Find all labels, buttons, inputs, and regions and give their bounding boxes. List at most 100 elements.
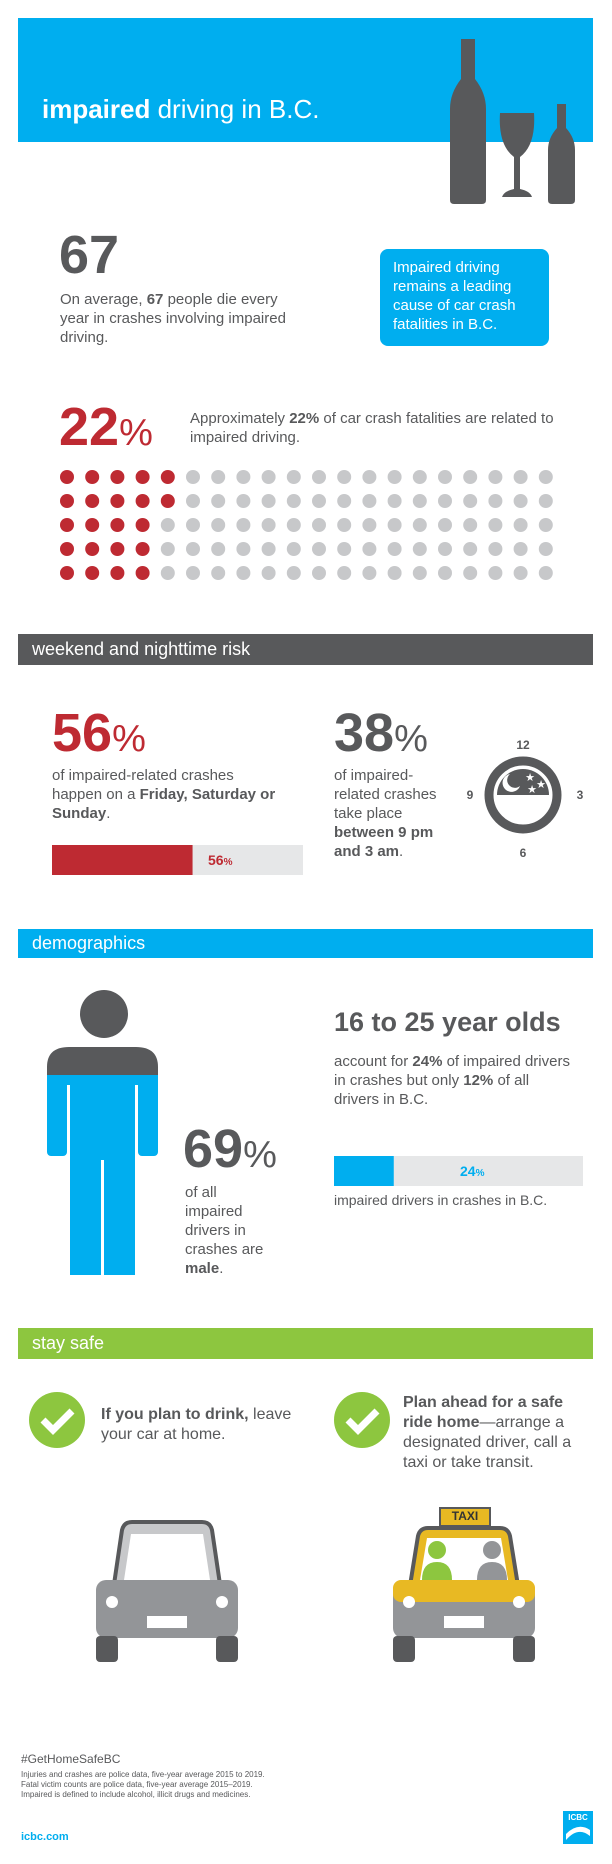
stat-text: of all impaired drivers in crashes are m…: [185, 1184, 264, 1277]
svg-text:★: ★: [536, 779, 546, 791]
tip: If you plan to drink, leave your car at …: [101, 1406, 292, 1443]
demographics-band: [18, 929, 593, 958]
stat: 67: [59, 225, 120, 285]
taxi-icon: [393, 1507, 535, 1662]
svg-text:★: ★: [525, 772, 535, 784]
car-icon: [96, 1520, 238, 1662]
dot: [236, 566, 251, 580]
dot: [236, 494, 251, 508]
dot: [211, 470, 226, 484]
dot: [110, 494, 125, 508]
dot: [463, 470, 478, 484]
dot: [211, 494, 226, 508]
dot: [488, 566, 503, 580]
dot: [337, 494, 352, 508]
dot: [85, 542, 100, 556]
dot: [513, 566, 528, 580]
dot: [412, 494, 427, 508]
dot: [236, 470, 251, 484]
dot: [362, 470, 377, 484]
dot: [236, 542, 251, 556]
dot: [362, 566, 377, 580]
dot: [312, 566, 326, 580]
dot: [337, 566, 352, 580]
dot: [312, 470, 326, 484]
dot: [438, 470, 452, 484]
dot: [135, 566, 150, 580]
dot: [412, 542, 427, 556]
dot: [412, 518, 427, 532]
dot: [286, 566, 301, 580]
dot: [135, 470, 150, 484]
stat: 69%: [183, 1119, 277, 1179]
stat-text: of impaired-related crashes take place b…: [334, 767, 437, 860]
bar: [52, 845, 193, 875]
dot: [387, 518, 402, 532]
dot: [488, 494, 503, 508]
dot: [538, 470, 553, 484]
dot: [135, 542, 150, 556]
dot: [513, 470, 528, 484]
dot: [261, 518, 276, 532]
dot: [312, 518, 326, 532]
dot: [387, 470, 402, 484]
header-band: [18, 18, 593, 142]
dot: [85, 566, 100, 580]
dot: [135, 494, 150, 508]
callout: Impaired driving remains a leading cause…: [393, 259, 516, 333]
bar-label: 56%: [208, 852, 233, 868]
dot: [337, 518, 352, 532]
dot: [312, 494, 326, 508]
bar: [334, 1156, 394, 1186]
dot: [438, 542, 452, 556]
dot: [261, 470, 276, 484]
youth-title: 16 to 25 year olds: [334, 1007, 561, 1037]
note: Injuries and crashes are police data, fi…: [21, 1770, 265, 1779]
stat-text: On average, 67 people die every year in …: [60, 291, 286, 346]
dot: [110, 470, 125, 484]
stat: 38%: [334, 703, 428, 763]
dot: [387, 494, 402, 508]
stay-safe-band: [18, 1328, 593, 1359]
dot: [362, 494, 377, 508]
section-heading: demographics: [32, 933, 146, 953]
clock-label: 12: [516, 738, 530, 752]
dot: [362, 542, 377, 556]
weekend-band: [18, 634, 593, 665]
dot: [160, 542, 175, 556]
dot: [463, 542, 478, 556]
dot: [186, 542, 200, 556]
stat-text: of impaired-related crashes happen on a …: [52, 767, 276, 822]
dot: [538, 494, 553, 508]
dot: [538, 518, 553, 532]
stat: 22%: [59, 397, 153, 457]
callout-box: [380, 249, 549, 346]
dot: [312, 542, 326, 556]
clock-label: 6: [519, 846, 527, 860]
url[interactable]: icbc.com: [21, 1831, 69, 1843]
note: Impaired is defined to include alcohol, …: [21, 1790, 251, 1799]
dot: [538, 542, 553, 556]
dot: [488, 542, 503, 556]
dot: [412, 470, 427, 484]
dot: [186, 566, 200, 580]
dot-grid: [60, 470, 553, 580]
dot: [286, 494, 301, 508]
dot: [60, 518, 74, 532]
dot: [488, 470, 503, 484]
dot: [286, 518, 301, 532]
dot: [438, 566, 452, 580]
bottles-icon: [450, 39, 575, 204]
svg-text:★: ★: [527, 784, 537, 796]
stat: 56%: [52, 703, 146, 763]
dot: [513, 494, 528, 508]
dot: [438, 518, 452, 532]
dot: [438, 494, 452, 508]
check-icon: [334, 1392, 390, 1448]
dot: [538, 566, 553, 580]
dot: [110, 542, 125, 556]
dot: [513, 542, 528, 556]
dot: [160, 566, 175, 580]
